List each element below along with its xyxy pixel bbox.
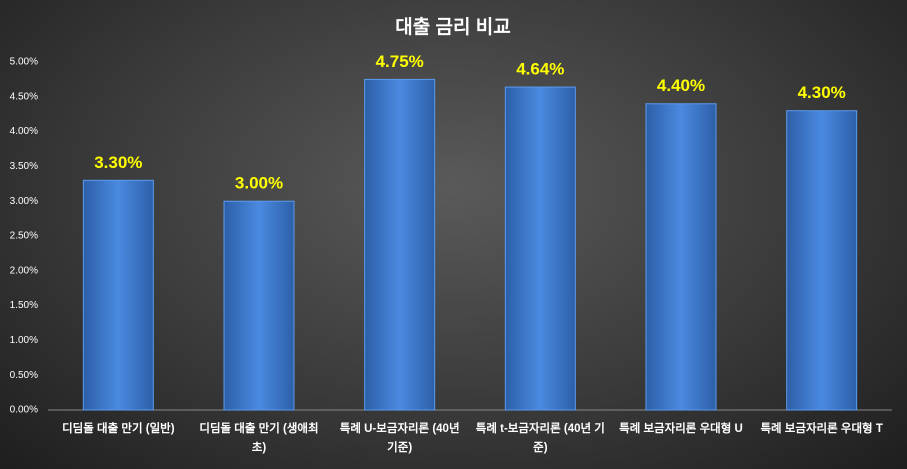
bar xyxy=(645,103,717,411)
y-tick-label: 2.50% xyxy=(10,231,38,242)
x-tick-label: 특례 U-보금자리론 (40년 기준) xyxy=(339,423,460,454)
value-label: 3.00% xyxy=(235,174,283,193)
y-tick-label: 0.00% xyxy=(10,405,38,416)
value-label: 4.64% xyxy=(516,60,564,79)
y-tick-label: 1.50% xyxy=(10,300,38,311)
value-label: 4.40% xyxy=(657,76,705,95)
y-tick-label: 4.50% xyxy=(10,91,38,102)
x-tick-label: 특례 보금자리론 우대형 T xyxy=(760,423,883,435)
y-tick-label: 4.00% xyxy=(10,126,38,137)
value-label: 4.30% xyxy=(798,83,846,102)
x-tick-label: 디딤돌 대출 만기 (생애최초) xyxy=(199,423,319,454)
bar xyxy=(786,110,858,411)
y-tick-label: 3.50% xyxy=(10,161,38,172)
bar xyxy=(223,200,295,411)
x-tick-label: 특례 보금자리론 우대형 U xyxy=(619,423,743,435)
y-tick-label: 5.00% xyxy=(10,57,38,68)
y-tick-label: 0.50% xyxy=(10,370,38,381)
bar xyxy=(504,86,576,411)
x-tick-label: 특례 t-보금자리론 (40년 기준) xyxy=(475,423,605,454)
y-tick-label: 2.00% xyxy=(10,265,38,276)
bar xyxy=(82,179,154,411)
y-tick-label: 1.00% xyxy=(10,335,38,346)
x-tick-label: 디딤돌 대출 만기 (일반) xyxy=(62,423,175,435)
value-label: 3.30% xyxy=(94,153,142,172)
y-tick-label: 3.00% xyxy=(10,196,38,207)
value-label: 4.75% xyxy=(376,52,424,71)
chart-title: 대출 금리 비교 xyxy=(395,16,510,38)
bar xyxy=(364,78,436,411)
